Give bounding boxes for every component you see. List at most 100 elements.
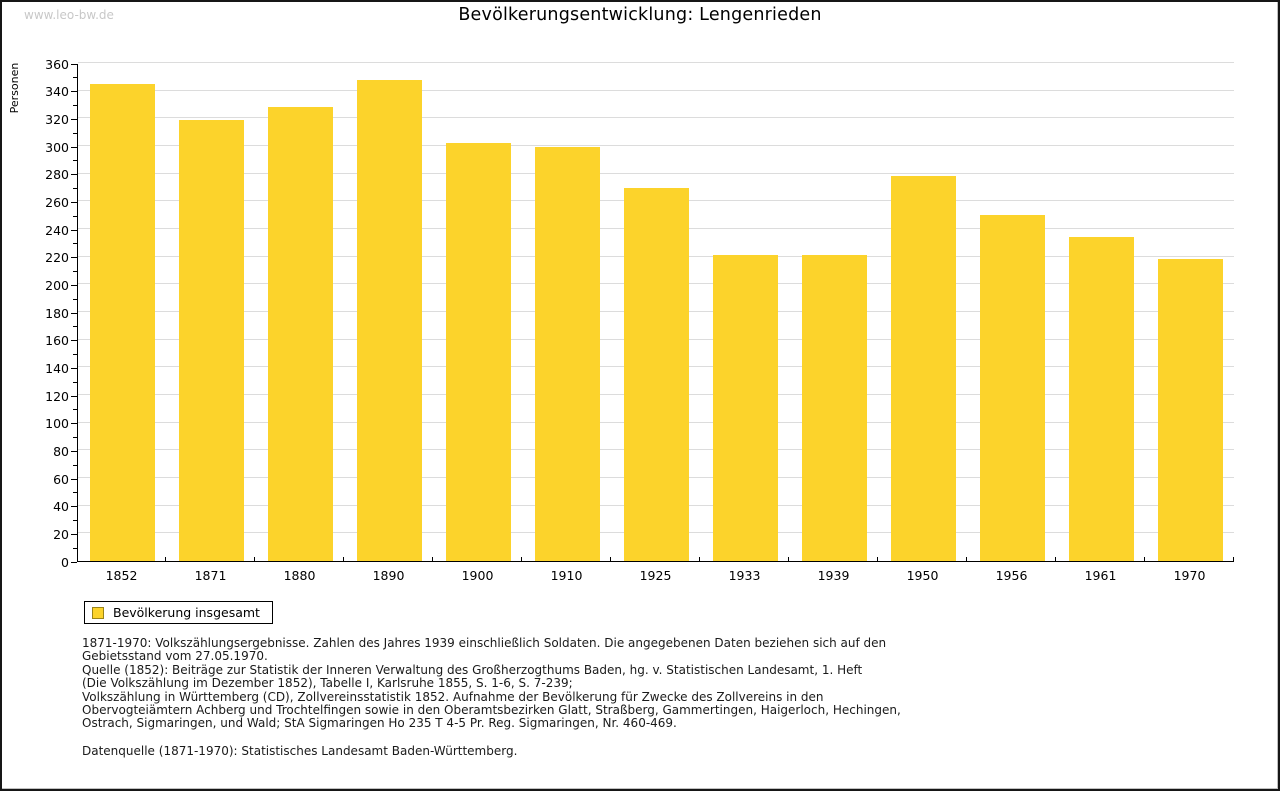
y-axis-minor-tick bbox=[73, 243, 77, 245]
y-axis-minor-tick bbox=[73, 464, 77, 466]
y-axis-minor-tick bbox=[73, 381, 77, 383]
y-axis-minor-tick bbox=[73, 326, 77, 328]
y-axis-tick-label: 260 bbox=[45, 194, 69, 210]
x-axis-tick-label: 1852 bbox=[105, 568, 138, 583]
y-axis-tick bbox=[71, 312, 77, 314]
x-axis-tick bbox=[254, 557, 255, 562]
y-axis-tick bbox=[71, 201, 77, 203]
y-axis-tick bbox=[71, 257, 77, 259]
y-axis-minor-tick bbox=[73, 520, 77, 521]
y-axis-minor-tick bbox=[73, 105, 77, 106]
x-axis-tick-label: 1970 bbox=[1173, 568, 1206, 583]
x-axis-tick-label: 1939 bbox=[817, 568, 850, 583]
bar bbox=[268, 107, 333, 561]
bar-slot bbox=[1146, 64, 1235, 561]
footnote-line: Quelle (1852): Beiträge zur Statistik de… bbox=[82, 662, 863, 677]
bar bbox=[1158, 259, 1223, 561]
y-axis-tick bbox=[71, 367, 77, 369]
y-axis-tick-label: 220 bbox=[45, 250, 69, 266]
bar-slot bbox=[790, 64, 879, 561]
gridline bbox=[78, 145, 1234, 146]
bar bbox=[802, 255, 867, 561]
y-axis-minor-tick bbox=[73, 77, 77, 79]
bar bbox=[535, 147, 600, 561]
y-axis-tick bbox=[71, 478, 77, 480]
y-axis-minor-tick bbox=[73, 215, 77, 217]
bar-slot bbox=[256, 64, 345, 561]
y-axis-minor-tick bbox=[73, 271, 77, 272]
x-axis-tick bbox=[343, 557, 344, 562]
y-axis-tick bbox=[71, 284, 77, 286]
gridline bbox=[78, 62, 1234, 63]
bar-slot bbox=[167, 64, 256, 561]
x-axis-tick bbox=[432, 557, 433, 562]
x-axis-tick-label: 1933 bbox=[728, 568, 761, 583]
bar-slot bbox=[879, 64, 968, 561]
bar-slot bbox=[1057, 64, 1146, 561]
y-axis-minor-tick bbox=[73, 132, 77, 134]
y-axis-minor-tick bbox=[73, 298, 77, 300]
y-axis-minor-tick bbox=[73, 354, 77, 355]
y-axis-tick-label: 340 bbox=[45, 84, 69, 100]
y-axis-tick bbox=[71, 91, 77, 93]
bar-slot bbox=[612, 64, 701, 561]
y-axis-tick-label: 280 bbox=[45, 167, 69, 183]
y-axis-minor-tick bbox=[73, 492, 77, 494]
bar bbox=[1069, 237, 1134, 561]
y-axis-minor-tick bbox=[73, 437, 77, 438]
x-axis-tick-label: 1961 bbox=[1084, 568, 1117, 583]
y-axis-tick-label: 320 bbox=[45, 111, 69, 127]
datasource-line: Datenquelle (1871-1970): Statistisches L… bbox=[82, 744, 518, 758]
bar bbox=[891, 176, 956, 561]
footnote-line: Obervogteiämtern Achberg und Trochtelfin… bbox=[82, 703, 901, 718]
x-axis-tick bbox=[699, 557, 700, 562]
y-axis-tick-label: 40 bbox=[53, 499, 69, 515]
legend-label: Bevölkerung insgesamt bbox=[113, 605, 260, 620]
x-axis-tick-label: 1880 bbox=[283, 568, 316, 583]
x-axis-tick bbox=[521, 557, 522, 562]
y-axis-tick-label: 120 bbox=[45, 388, 69, 404]
x-axis-tick-label: 1900 bbox=[461, 568, 494, 583]
y-axis-tick bbox=[71, 229, 77, 231]
watermark: www.leo-bw.de bbox=[24, 8, 114, 22]
footnote-line: Gebietsstand vom 27.05.1970. bbox=[82, 649, 268, 664]
footnote-line: Volkszählung in Württemberg (CD), Zollve… bbox=[82, 689, 824, 704]
plot-area bbox=[77, 62, 1235, 562]
bar-slot bbox=[523, 64, 612, 561]
y-axis-tick-label: 360 bbox=[45, 56, 69, 72]
x-axis-tick bbox=[788, 557, 789, 562]
x-axis-tick-label: 1910 bbox=[550, 568, 583, 583]
x-axis-tick bbox=[1233, 557, 1234, 562]
bar bbox=[179, 119, 244, 561]
y-axis-tick-label: 140 bbox=[45, 360, 69, 376]
y-axis-minor-tick bbox=[73, 409, 77, 411]
bar bbox=[980, 215, 1045, 561]
gridline bbox=[78, 172, 1234, 174]
y-axis-minor-tick bbox=[73, 188, 77, 189]
y-axis-tick-label: 0 bbox=[61, 554, 69, 570]
x-axis-tick bbox=[1055, 557, 1056, 562]
legend-swatch bbox=[92, 606, 104, 619]
y-axis-minor-tick bbox=[73, 547, 77, 549]
bar-slot bbox=[434, 64, 523, 561]
x-axis-tick bbox=[1144, 557, 1145, 562]
gridline bbox=[78, 117, 1234, 119]
bar bbox=[357, 79, 422, 561]
footnote-line: 1871-1970: Volkszählungsergebnisse. Zahl… bbox=[82, 636, 887, 650]
y-axis-tick bbox=[71, 450, 77, 452]
bar bbox=[446, 143, 511, 561]
gridline bbox=[78, 89, 1234, 91]
bar-slot bbox=[78, 64, 167, 561]
y-axis-minor-tick bbox=[73, 160, 77, 162]
x-axis-tick bbox=[966, 557, 967, 562]
y-axis-tick bbox=[71, 561, 77, 563]
bar bbox=[624, 187, 689, 561]
y-axis-tick bbox=[71, 174, 77, 176]
x-axis-tick-label: 1890 bbox=[372, 568, 405, 583]
y-axis-tick-label: 300 bbox=[45, 139, 69, 155]
x-axis-tick bbox=[877, 557, 878, 562]
y-axis-tick bbox=[71, 395, 77, 397]
footnote-line: Ostrach, Sigmaringen, und Wald; StA Sigm… bbox=[82, 716, 677, 731]
bar bbox=[713, 255, 778, 561]
y-axis-tick bbox=[71, 533, 77, 535]
